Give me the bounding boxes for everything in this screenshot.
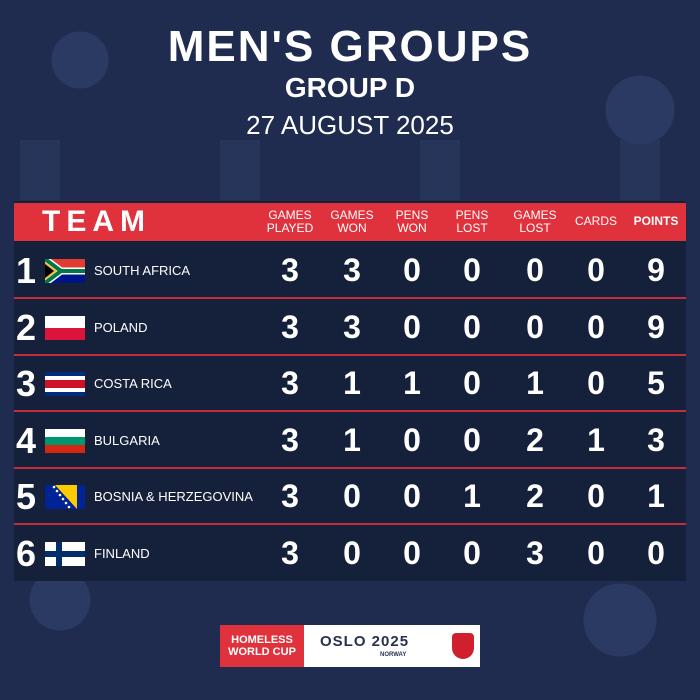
salvation-army-shield-icon (452, 633, 474, 659)
table-header: TEAM GAMES PLAYED GAMES WON PENS WON PENS LOST G… (14, 203, 686, 241)
south-africa-flag-icon (45, 259, 85, 283)
homeless-world-cup-logo: HOMELESS WORLD CUP (220, 625, 304, 667)
team-name: COSTA RICA (94, 376, 172, 391)
group-label: GROUP D (284, 72, 416, 103)
stat-value: 3 (647, 421, 665, 458)
table-row: 5 BOSNIA & HERZEGOVINA 3 0 0 1 2 0 1 (14, 468, 686, 525)
stat-value: 0 (647, 534, 665, 571)
stat-value: 1 (587, 421, 605, 458)
table-row: 3 COSTA RICA 3 1 1 0 1 0 5 (14, 355, 686, 412)
oslo-2025-logo: OSLO 2025 (320, 633, 410, 650)
stat-value: 1 (343, 421, 361, 458)
table-row: 6 FINLAND 3 0 0 0 3 0 0 (14, 525, 686, 582)
stat-value: 3 (281, 308, 299, 345)
table-row: 4 BULGARIA 3 1 0 0 2 1 3 (14, 412, 686, 469)
stat-value: 0 (403, 308, 421, 345)
stat-value: 0 (587, 534, 605, 571)
stat-value: 0 (403, 421, 421, 458)
stat-value: 1 (647, 478, 665, 514)
bosnia-herzegovina-flag-icon (45, 485, 85, 509)
stat-value: 0 (463, 365, 481, 401)
rank: 2 (15, 306, 37, 348)
bulgaria-flag-icon (45, 428, 85, 453)
column-header: POINTS (633, 214, 679, 228)
stat-value: 3 (281, 478, 299, 514)
costa-rica-flag-icon (45, 372, 85, 396)
team-name: FINLAND (94, 545, 150, 561)
stat-value: 0 (587, 308, 605, 345)
column-header: GAMES WON (330, 208, 374, 235)
team-name: BULGARIA (94, 432, 160, 448)
stat-value: 0 (403, 534, 421, 571)
stat-value: 5 (647, 365, 665, 401)
stat-value: 1 (526, 365, 544, 401)
poland-flag-icon (45, 315, 85, 340)
stat-value: 2 (526, 478, 544, 514)
stat-value: 2 (526, 421, 544, 458)
stat-value: 0 (587, 365, 605, 401)
stat-value: 1 (403, 365, 421, 401)
stat-value: 3 (281, 365, 299, 401)
stat-value: 3 (281, 421, 299, 458)
stat-value: 3 (281, 534, 299, 571)
stat-value: 0 (463, 252, 481, 288)
stat-value: 0 (403, 478, 421, 514)
stat-value: 0 (587, 478, 605, 514)
sponsor-logos: HOMELESS WORLD CUP OSLO 2025 NORWAY (220, 625, 480, 667)
team-header: TEAM (42, 205, 151, 238)
stat-value: 3 (343, 252, 361, 288)
stat-value: 3 (343, 308, 361, 345)
stat-value: 0 (463, 534, 481, 571)
stat-value: 0 (587, 252, 605, 288)
norway-label: NORWAY (380, 652, 407, 658)
team-name: SOUTH AFRICA (94, 263, 191, 278)
stat-value: 0 (343, 534, 361, 571)
stat-value: 0 (463, 308, 481, 345)
table-row: 1 SOUTH AFRICA 3 3 0 0 0 0 9 (14, 242, 686, 299)
stat-value: 3 (281, 252, 299, 288)
stat-value: 9 (647, 308, 665, 345)
date-label: 27 AUGUST 2025 (246, 110, 454, 140)
finland-flag-icon (45, 541, 85, 566)
column-header: GAMES PLAYED (266, 208, 314, 235)
rank: 6 (15, 532, 37, 574)
stat-value: 3 (526, 534, 544, 571)
standings-table: TEAM GAMES PLAYED GAMES WON PENS WON PENS LOST G… (14, 201, 686, 581)
team-name: POLAND (94, 319, 148, 335)
stat-value: 0 (403, 252, 421, 288)
stat-value: 9 (647, 252, 665, 288)
column-header: PENS LOST (455, 208, 489, 235)
rank: 1 (15, 250, 37, 291)
stat-value: 0 (343, 478, 361, 514)
rank: 5 (15, 476, 37, 517)
rank: 4 (15, 419, 37, 461)
column-header: PENS WON (395, 208, 429, 235)
column-header: CARDS (574, 214, 617, 228)
stat-value: 1 (463, 478, 481, 514)
stat-value: 1 (343, 365, 361, 401)
stat-value: 0 (526, 252, 544, 288)
rank: 3 (15, 363, 37, 404)
stat-value: 0 (463, 421, 481, 458)
stat-value: 0 (526, 308, 544, 345)
team-name: BOSNIA & HERZEGOVINA (94, 489, 253, 504)
page-title: MEN'S GROUPS (167, 22, 533, 71)
column-header: GAMES LOST (513, 208, 557, 235)
table-row: 2 POLAND 3 3 0 0 0 0 9 (14, 299, 686, 356)
